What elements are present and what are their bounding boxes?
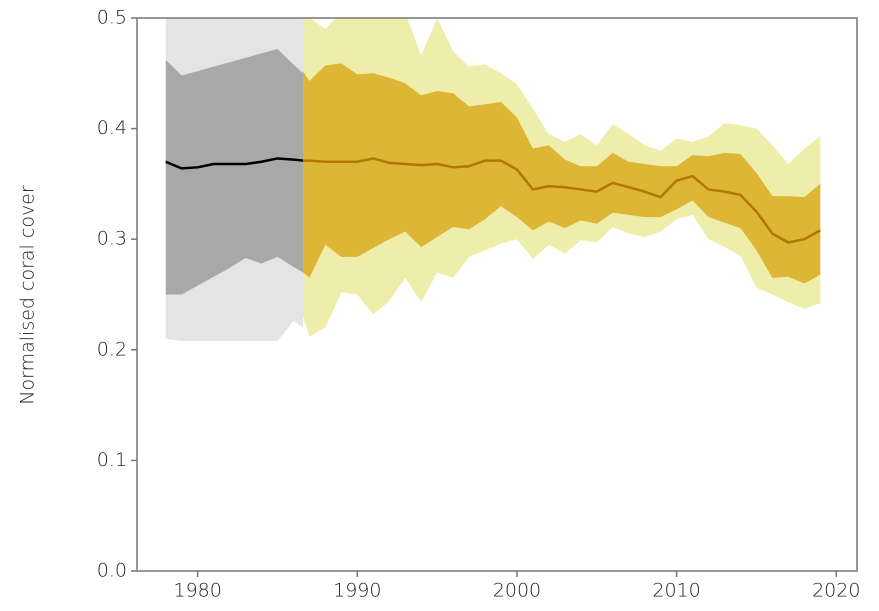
- x-tick-label: 2000: [493, 580, 541, 602]
- x-tick-label: 2010: [652, 580, 700, 602]
- x-tick-label: 2020: [812, 580, 860, 602]
- mean-line: [303, 157, 821, 244]
- x-tick-label: 1980: [173, 580, 221, 602]
- plot-area: [165, 18, 821, 341]
- y-tick-label: 0.3: [97, 228, 127, 250]
- plot-frame: [136, 17, 858, 572]
- y-tick-label: 0.0: [97, 560, 127, 582]
- y-tick-label: 0.5: [97, 7, 127, 29]
- x-tick-label: 1990: [333, 580, 381, 602]
- inner-band: [165, 48, 304, 295]
- y-axis-label: Normalised coral cover: [17, 185, 39, 405]
- inner-band: [303, 63, 821, 284]
- y-tick-label: 0.4: [97, 117, 127, 139]
- y-tick-label: 0.1: [97, 449, 127, 471]
- y-tick-label: 0.2: [97, 338, 127, 360]
- mean-line: [165, 157, 304, 170]
